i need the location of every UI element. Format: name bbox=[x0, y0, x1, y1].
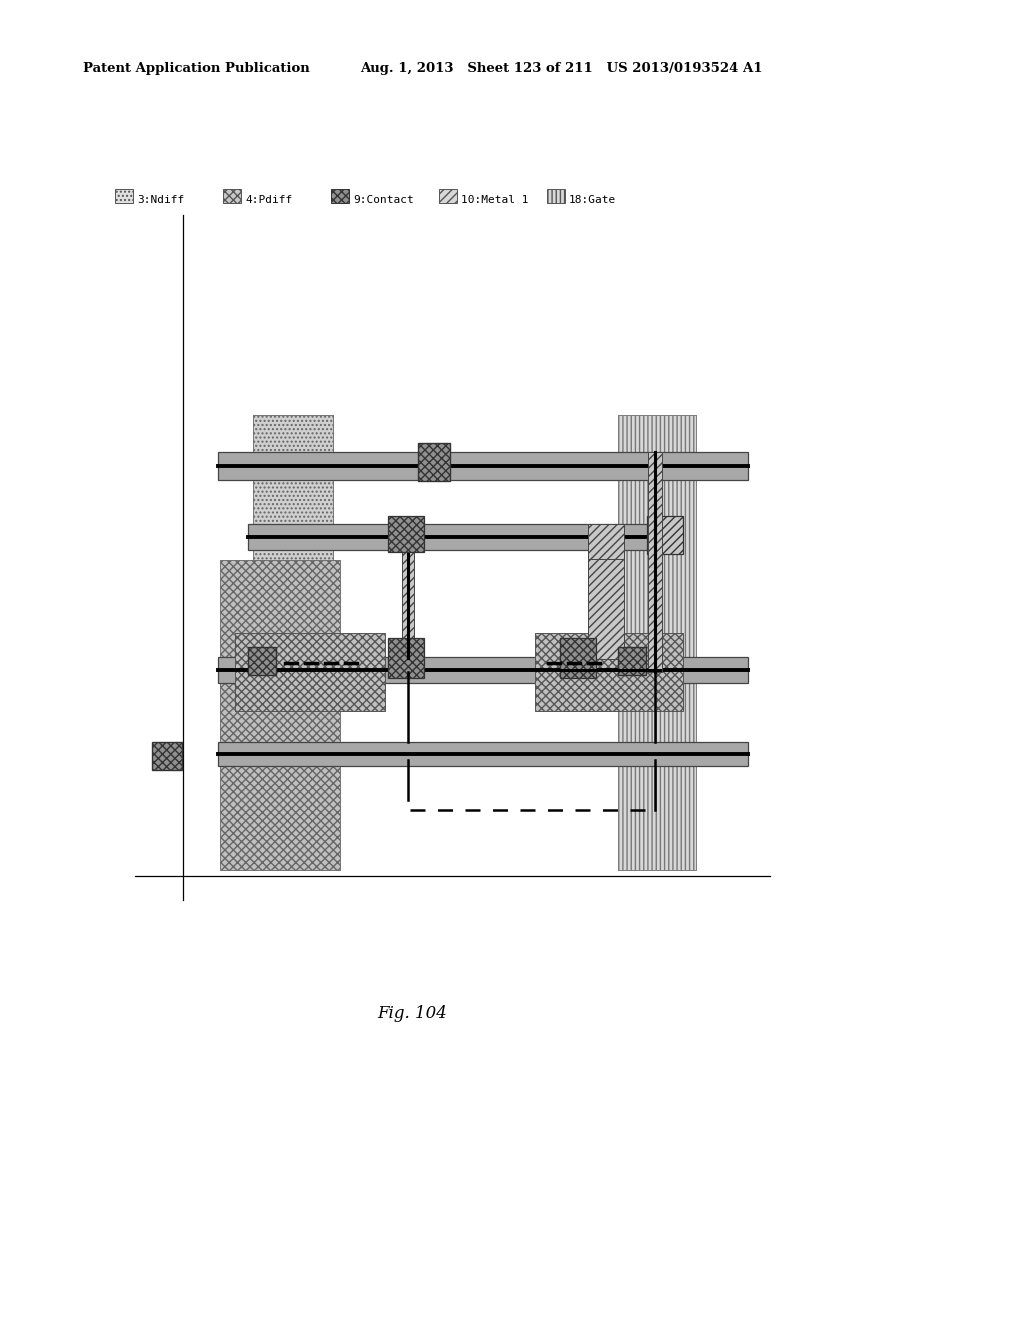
Text: 4:Pdiff: 4:Pdiff bbox=[245, 195, 292, 205]
Bar bbox=[418, 444, 450, 480]
Bar bbox=[152, 742, 182, 770]
Bar bbox=[218, 742, 748, 766]
Bar bbox=[535, 634, 683, 711]
Text: 9:Contact: 9:Contact bbox=[353, 195, 414, 205]
Bar bbox=[220, 560, 340, 870]
Bar bbox=[218, 451, 748, 480]
Bar bbox=[647, 516, 683, 554]
Bar bbox=[618, 647, 646, 675]
Bar bbox=[331, 189, 349, 203]
Bar bbox=[248, 524, 663, 550]
Bar bbox=[253, 414, 333, 570]
Text: 10:Metal 1: 10:Metal 1 bbox=[461, 195, 528, 205]
Bar bbox=[388, 638, 424, 678]
Bar bbox=[234, 634, 385, 711]
Bar bbox=[618, 414, 696, 870]
Text: Fig. 104: Fig. 104 bbox=[377, 1005, 446, 1022]
Bar bbox=[547, 189, 565, 203]
Bar bbox=[560, 638, 596, 678]
Bar bbox=[115, 189, 133, 203]
Bar bbox=[588, 524, 624, 558]
Bar bbox=[648, 451, 662, 672]
Bar bbox=[253, 414, 333, 531]
Text: 3:Ndiff: 3:Ndiff bbox=[137, 195, 184, 205]
Bar bbox=[588, 524, 624, 659]
Bar bbox=[388, 516, 424, 552]
Text: Patent Application Publication: Patent Application Publication bbox=[83, 62, 309, 75]
Text: 18:Gate: 18:Gate bbox=[569, 195, 616, 205]
Bar bbox=[218, 657, 748, 682]
Bar bbox=[618, 414, 696, 870]
Bar bbox=[248, 647, 276, 675]
Bar bbox=[402, 524, 414, 653]
Bar bbox=[223, 189, 241, 203]
Bar bbox=[439, 189, 457, 203]
Text: Aug. 1, 2013   Sheet 123 of 211   US 2013/0193524 A1: Aug. 1, 2013 Sheet 123 of 211 US 2013/01… bbox=[360, 62, 763, 75]
